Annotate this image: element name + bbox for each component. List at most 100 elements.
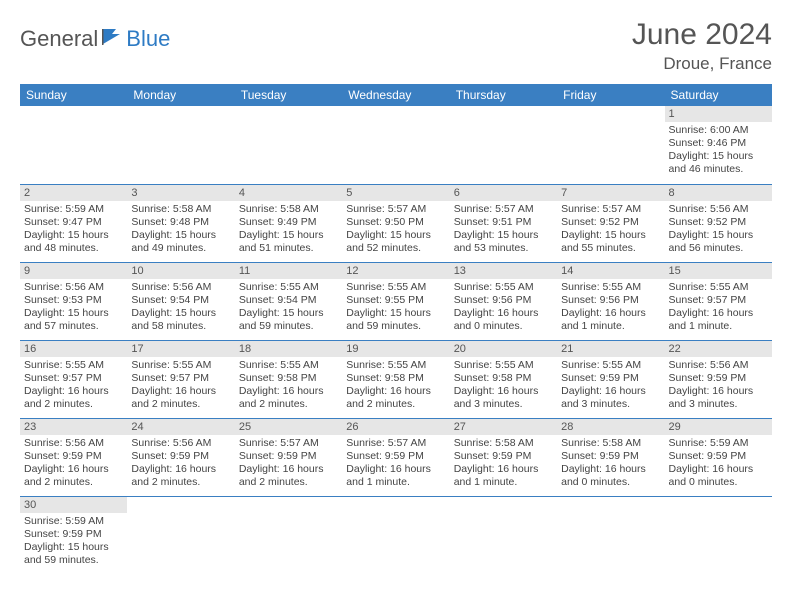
day-details: Sunrise: 5:57 AMSunset: 9:51 PMDaylight:… <box>450 201 557 260</box>
day-details: Sunrise: 5:58 AMSunset: 9:49 PMDaylight:… <box>235 201 342 260</box>
calendar-cell: 28Sunrise: 5:58 AMSunset: 9:59 PMDayligh… <box>557 418 664 496</box>
day-number: 19 <box>342 341 449 357</box>
month-title: June 2024 <box>632 18 772 52</box>
title-block: June 2024 Droue, France <box>632 18 772 74</box>
day-details: Sunrise: 6:00 AMSunset: 9:46 PMDaylight:… <box>665 122 772 181</box>
day-details: Sunrise: 5:58 AMSunset: 9:48 PMDaylight:… <box>127 201 234 260</box>
day-details: Sunrise: 5:55 AMSunset: 9:55 PMDaylight:… <box>342 279 449 338</box>
calendar-cell: 13Sunrise: 5:55 AMSunset: 9:56 PMDayligh… <box>450 262 557 340</box>
day-number: 26 <box>342 419 449 435</box>
calendar-cell: 1Sunrise: 6:00 AMSunset: 9:46 PMDaylight… <box>665 106 772 184</box>
calendar-cell: 10Sunrise: 5:56 AMSunset: 9:54 PMDayligh… <box>127 262 234 340</box>
calendar-table: Sunday Monday Tuesday Wednesday Thursday… <box>20 84 772 574</box>
calendar-cell: 2Sunrise: 5:59 AMSunset: 9:47 PMDaylight… <box>20 184 127 262</box>
day-number: 18 <box>235 341 342 357</box>
weekday-header: Saturday <box>665 84 772 106</box>
day-number: 5 <box>342 185 449 201</box>
weekday-header: Monday <box>127 84 234 106</box>
day-details: Sunrise: 5:58 AMSunset: 9:59 PMDaylight:… <box>557 435 664 494</box>
empty-cell <box>450 106 557 121</box>
calendar-cell <box>557 106 664 184</box>
day-details: Sunrise: 5:58 AMSunset: 9:59 PMDaylight:… <box>450 435 557 494</box>
calendar-cell <box>235 106 342 184</box>
calendar-cell: 15Sunrise: 5:55 AMSunset: 9:57 PMDayligh… <box>665 262 772 340</box>
calendar-cell: 30Sunrise: 5:59 AMSunset: 9:59 PMDayligh… <box>20 496 127 574</box>
empty-cell <box>235 497 342 512</box>
calendar-cell: 3Sunrise: 5:58 AMSunset: 9:48 PMDaylight… <box>127 184 234 262</box>
empty-cell <box>342 106 449 121</box>
calendar-row: 23Sunrise: 5:56 AMSunset: 9:59 PMDayligh… <box>20 418 772 496</box>
calendar-row: 30Sunrise: 5:59 AMSunset: 9:59 PMDayligh… <box>20 496 772 574</box>
day-details: Sunrise: 5:56 AMSunset: 9:52 PMDaylight:… <box>665 201 772 260</box>
day-details: Sunrise: 5:59 AMSunset: 9:47 PMDaylight:… <box>20 201 127 260</box>
calendar-cell: 25Sunrise: 5:57 AMSunset: 9:59 PMDayligh… <box>235 418 342 496</box>
empty-cell <box>450 497 557 512</box>
day-details: Sunrise: 5:57 AMSunset: 9:50 PMDaylight:… <box>342 201 449 260</box>
calendar-cell: 29Sunrise: 5:59 AMSunset: 9:59 PMDayligh… <box>665 418 772 496</box>
day-number: 23 <box>20 419 127 435</box>
calendar-cell <box>450 106 557 184</box>
calendar-cell: 27Sunrise: 5:58 AMSunset: 9:59 PMDayligh… <box>450 418 557 496</box>
calendar-row: 16Sunrise: 5:55 AMSunset: 9:57 PMDayligh… <box>20 340 772 418</box>
day-number: 25 <box>235 419 342 435</box>
calendar-cell <box>665 496 772 574</box>
day-number: 15 <box>665 263 772 279</box>
day-number: 12 <box>342 263 449 279</box>
day-number: 1 <box>665 106 772 122</box>
day-details: Sunrise: 5:55 AMSunset: 9:54 PMDaylight:… <box>235 279 342 338</box>
day-details: Sunrise: 5:57 AMSunset: 9:52 PMDaylight:… <box>557 201 664 260</box>
weekday-header-row: Sunday Monday Tuesday Wednesday Thursday… <box>20 84 772 106</box>
day-number: 22 <box>665 341 772 357</box>
day-details: Sunrise: 5:59 AMSunset: 9:59 PMDaylight:… <box>665 435 772 494</box>
calendar-cell <box>557 496 664 574</box>
empty-cell <box>235 106 342 121</box>
calendar-cell: 20Sunrise: 5:55 AMSunset: 9:58 PMDayligh… <box>450 340 557 418</box>
day-number: 8 <box>665 185 772 201</box>
day-number: 6 <box>450 185 557 201</box>
day-number: 14 <box>557 263 664 279</box>
day-details: Sunrise: 5:55 AMSunset: 9:58 PMDaylight:… <box>450 357 557 416</box>
day-details: Sunrise: 5:57 AMSunset: 9:59 PMDaylight:… <box>235 435 342 494</box>
day-details: Sunrise: 5:55 AMSunset: 9:57 PMDaylight:… <box>665 279 772 338</box>
calendar-cell: 9Sunrise: 5:56 AMSunset: 9:53 PMDaylight… <box>20 262 127 340</box>
day-number: 2 <box>20 185 127 201</box>
weekday-header: Friday <box>557 84 664 106</box>
day-details: Sunrise: 5:56 AMSunset: 9:54 PMDaylight:… <box>127 279 234 338</box>
calendar-cell: 11Sunrise: 5:55 AMSunset: 9:54 PMDayligh… <box>235 262 342 340</box>
calendar-cell: 17Sunrise: 5:55 AMSunset: 9:57 PMDayligh… <box>127 340 234 418</box>
day-number: 7 <box>557 185 664 201</box>
logo: General Blue <box>20 18 170 52</box>
calendar-cell: 16Sunrise: 5:55 AMSunset: 9:57 PMDayligh… <box>20 340 127 418</box>
day-number: 11 <box>235 263 342 279</box>
empty-cell <box>20 106 127 121</box>
calendar-cell: 5Sunrise: 5:57 AMSunset: 9:50 PMDaylight… <box>342 184 449 262</box>
calendar-cell <box>127 496 234 574</box>
day-number: 10 <box>127 263 234 279</box>
day-number: 9 <box>20 263 127 279</box>
calendar-cell <box>20 106 127 184</box>
calendar-cell <box>127 106 234 184</box>
weekday-header: Sunday <box>20 84 127 106</box>
calendar-cell: 8Sunrise: 5:56 AMSunset: 9:52 PMDaylight… <box>665 184 772 262</box>
calendar-cell: 19Sunrise: 5:55 AMSunset: 9:58 PMDayligh… <box>342 340 449 418</box>
day-details: Sunrise: 5:56 AMSunset: 9:53 PMDaylight:… <box>20 279 127 338</box>
calendar-row: 9Sunrise: 5:56 AMSunset: 9:53 PMDaylight… <box>20 262 772 340</box>
day-details: Sunrise: 5:55 AMSunset: 9:58 PMDaylight:… <box>342 357 449 416</box>
calendar-cell: 14Sunrise: 5:55 AMSunset: 9:56 PMDayligh… <box>557 262 664 340</box>
empty-cell <box>127 106 234 121</box>
day-number: 17 <box>127 341 234 357</box>
day-details: Sunrise: 5:55 AMSunset: 9:58 PMDaylight:… <box>235 357 342 416</box>
weekday-header: Tuesday <box>235 84 342 106</box>
location: Droue, France <box>632 54 772 74</box>
calendar-row: 1Sunrise: 6:00 AMSunset: 9:46 PMDaylight… <box>20 106 772 184</box>
day-details: Sunrise: 5:57 AMSunset: 9:59 PMDaylight:… <box>342 435 449 494</box>
calendar-cell: 7Sunrise: 5:57 AMSunset: 9:52 PMDaylight… <box>557 184 664 262</box>
day-number: 28 <box>557 419 664 435</box>
logo-text-general: General <box>20 26 98 52</box>
header: General Blue June 2024 Droue, France <box>20 18 772 74</box>
weekday-header: Wednesday <box>342 84 449 106</box>
calendar-cell: 4Sunrise: 5:58 AMSunset: 9:49 PMDaylight… <box>235 184 342 262</box>
calendar-cell: 24Sunrise: 5:56 AMSunset: 9:59 PMDayligh… <box>127 418 234 496</box>
calendar-cell <box>342 496 449 574</box>
calendar-cell: 18Sunrise: 5:55 AMSunset: 9:58 PMDayligh… <box>235 340 342 418</box>
